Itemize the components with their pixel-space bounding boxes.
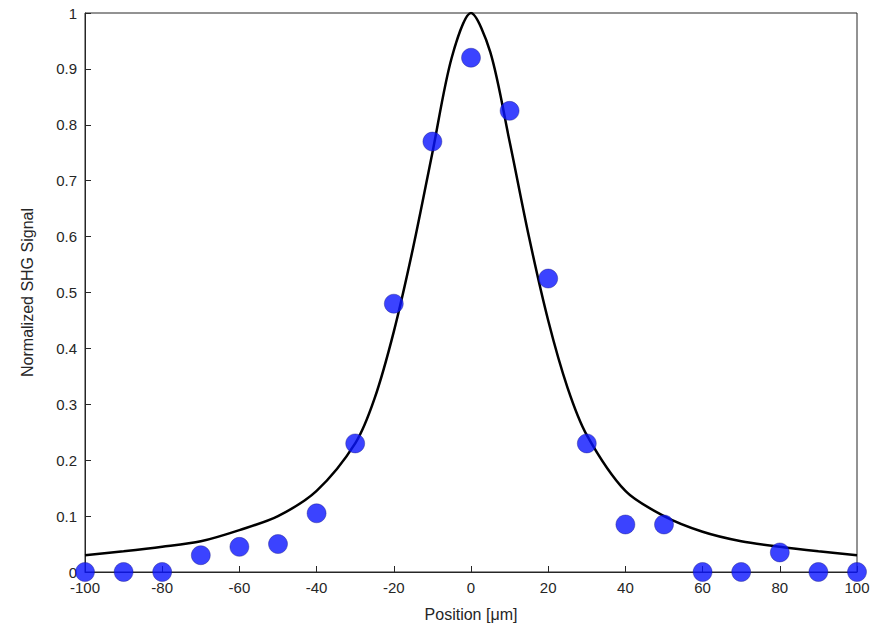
svg-text:0.6: 0.6	[56, 228, 77, 245]
svg-text:0.4: 0.4	[56, 340, 77, 357]
svg-text:0.1: 0.1	[56, 508, 77, 525]
svg-text:0.9: 0.9	[56, 60, 77, 77]
svg-text:1: 1	[69, 5, 77, 22]
svg-text:-40: -40	[306, 579, 328, 596]
svg-text:-80: -80	[151, 579, 173, 596]
svg-text:0: 0	[467, 579, 475, 596]
svg-text:-20: -20	[383, 579, 405, 596]
svg-text:60: 60	[694, 579, 711, 596]
svg-text:0: 0	[68, 563, 77, 581]
svg-text:0.7: 0.7	[56, 172, 77, 189]
svg-text:0.8: 0.8	[56, 116, 77, 133]
svg-text:100: 100	[844, 579, 870, 596]
svg-text:0.2: 0.2	[56, 452, 77, 469]
svg-text:40: 40	[617, 579, 634, 596]
svg-text:Position [μm]: Position [μm]	[425, 606, 518, 623]
svg-text:-60: -60	[229, 579, 251, 596]
svg-text:0.5: 0.5	[56, 284, 77, 301]
svg-text:80: 80	[771, 579, 788, 596]
svg-text:Normalized SHG Signal: Normalized SHG Signal	[19, 208, 36, 377]
svg-text:-100: -100	[70, 579, 100, 596]
svg-text:0.3: 0.3	[56, 396, 77, 413]
svg-text:20: 20	[540, 579, 557, 596]
